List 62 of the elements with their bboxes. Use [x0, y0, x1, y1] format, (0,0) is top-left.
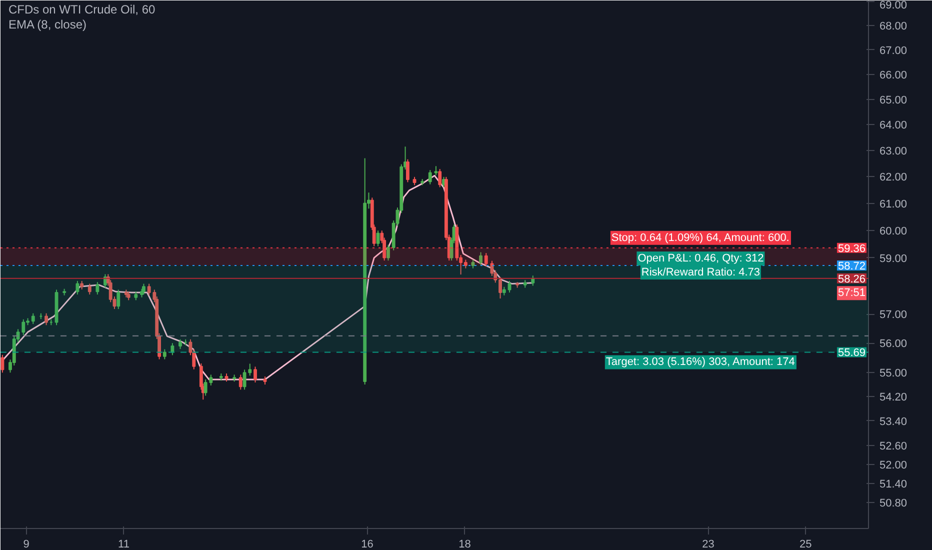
candlestick	[31, 312, 35, 324]
candlestick	[248, 363, 252, 376]
y-tick-label: 60.00	[880, 225, 908, 238]
candlestick	[142, 283, 146, 296]
y-tick-label: 50.80	[880, 498, 908, 510]
annotation: Open P&L: 0.46, Qty: 312	[638, 252, 764, 265]
band-label: Stop: 0.64 (1.09%) 64, Amount: 600.	[611, 232, 790, 244]
x-tick-label: 9	[23, 538, 30, 550]
annotation: 57:51	[838, 287, 866, 300]
candlestick	[209, 374, 213, 386]
candlestick	[44, 312, 48, 326]
candlestick	[386, 244, 390, 262]
x-tick-label: 23	[702, 538, 714, 550]
x-tick-label: 16	[361, 538, 374, 550]
ref-line-label: 58.72	[838, 260, 866, 273]
candlestick	[254, 366, 257, 383]
x-tick-label: 18	[458, 538, 471, 550]
text: EMA (8, close)	[8, 18, 87, 32]
candlestick	[96, 282, 100, 296]
candlestick	[0, 354, 4, 374]
y-tick-label: 56.00	[880, 338, 908, 350]
ref-line-label: 58.26	[838, 273, 866, 286]
candlestick	[88, 283, 92, 296]
y-tick-label: 64.00	[880, 120, 908, 132]
candlestick	[484, 252, 488, 267]
candlestick	[178, 338, 182, 350]
candlestick	[434, 166, 438, 176]
candlestick	[238, 374, 242, 390]
candlestick	[76, 280, 80, 296]
candlestick	[406, 158, 410, 183]
candlestick	[116, 289, 120, 310]
x-tick-label: 25	[800, 538, 812, 550]
candlestick	[162, 348, 166, 360]
y-tick-label: 61.00	[880, 198, 908, 210]
y-tick-label: 62.00	[880, 172, 908, 184]
candlestick	[204, 378, 208, 396]
y-tick-label: 68.00	[880, 20, 908, 33]
y-tick-label: 51.40	[880, 478, 908, 490]
y-tick-label: 66.00	[880, 69, 908, 82]
y-tick-label: 52.00	[880, 459, 908, 472]
x-tick-label: 11	[118, 538, 130, 550]
annotation: Risk/Reward Ratio: 4.73	[641, 266, 760, 279]
ref-line-label: 59.36	[838, 242, 866, 255]
candlestick	[22, 318, 26, 336]
y-tick-label: 52.60	[880, 440, 908, 453]
candlestick	[479, 252, 482, 266]
candlestick	[147, 283, 151, 296]
y-tick-label: 69.00	[880, 0, 908, 12]
y-tick-label: 54.20	[880, 392, 908, 404]
y-tick-label: 59.00	[880, 252, 908, 265]
y-tick-label: 63.00	[880, 145, 908, 158]
y-tick-label: 57.00	[880, 309, 908, 322]
y-tick-label: 53.40	[880, 416, 908, 428]
y-tick-label: 55.00	[880, 368, 908, 380]
candlestick	[242, 369, 246, 390]
y-tick-label: 67.00	[880, 44, 908, 57]
candlestick	[428, 170, 432, 185]
y-tick-label: 65.00	[880, 94, 908, 106]
candlestick	[438, 168, 442, 188]
band-label: Target: 3.03 (5.16%) 303, Amount: 174	[606, 356, 795, 368]
ref-line-label: 55.69	[838, 347, 866, 360]
chart-title: CFDs on WTI Crude Oil, 60	[8, 2, 156, 16]
